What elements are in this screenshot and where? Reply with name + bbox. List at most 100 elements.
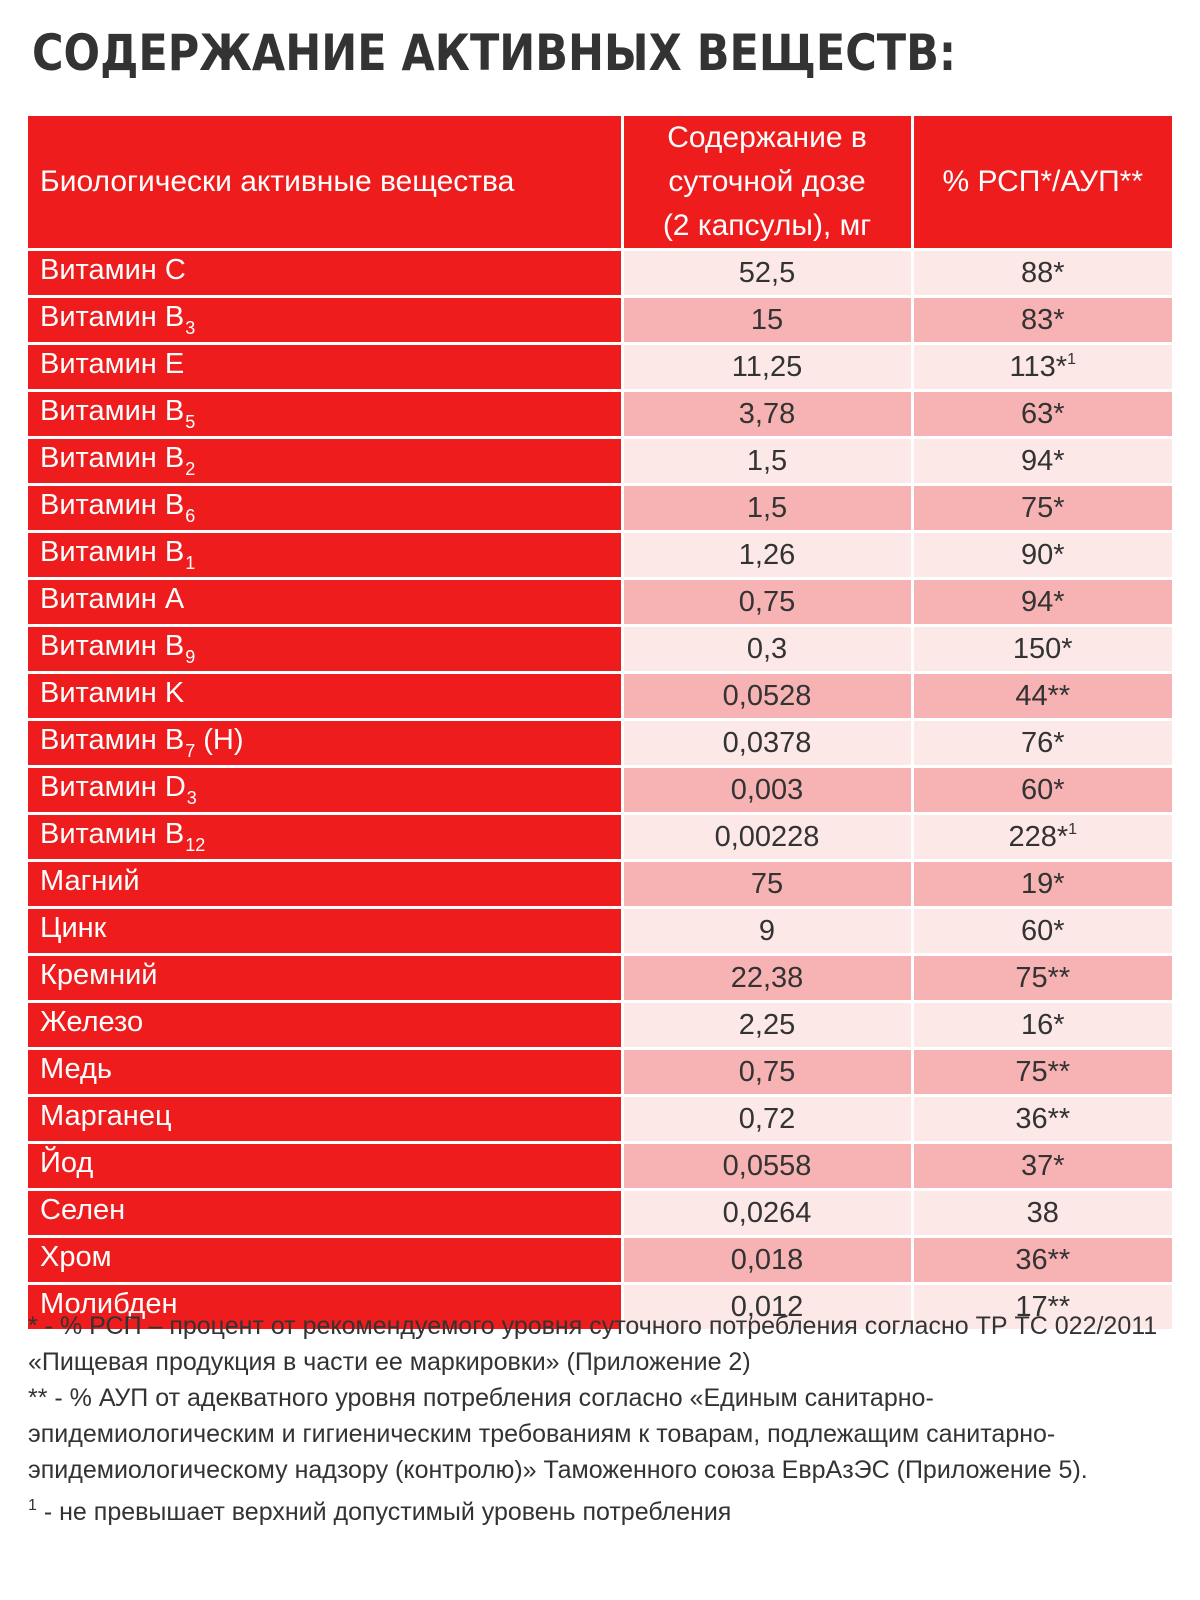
substance-name-cell: Витамин B6 <box>28 484 624 533</box>
daily-dose-value: 0,3 <box>622 625 914 674</box>
substance-name: Молибден <box>40 1288 178 1320</box>
daily-dose-value: 75 <box>622 860 914 909</box>
header-daily-dose-line1: Содержание в <box>667 121 867 154</box>
substance-name: Витамин B <box>40 395 185 427</box>
percent-value: 60* <box>1020 773 1065 806</box>
substance-name: Витамин A <box>40 583 185 615</box>
substance-suffix: (H) <box>195 724 244 756</box>
table-row: Витамин E 11,25 113*1 <box>28 343 1172 392</box>
substance-name: Витамин E <box>40 348 185 380</box>
percent-cell: 19* <box>912 860 1172 909</box>
percent-cell: 90* <box>912 531 1172 580</box>
substance-subscript: 9 <box>185 647 196 667</box>
table-row: Марганец 0,72 36** <box>28 1095 1172 1144</box>
percent-superscript: 1 <box>1068 820 1078 838</box>
percent-cell: 75** <box>912 954 1172 1003</box>
percent-value: 94* <box>1020 585 1065 618</box>
daily-dose-value: 0,003 <box>622 766 914 815</box>
percent-cell: 113*1 <box>912 343 1172 392</box>
percent-value: 228* <box>1008 820 1069 853</box>
table-row: Витамин B1 1,26 90* <box>28 531 1172 580</box>
substance-name: Витамин B <box>40 630 185 662</box>
percent-value: 75** <box>1015 961 1071 994</box>
daily-dose-value: 0,75 <box>622 578 914 627</box>
percent-value: 19* <box>1020 867 1065 900</box>
substance-name: Витамин B <box>40 724 185 756</box>
percent-cell: 38 <box>912 1189 1172 1238</box>
table-row: Магний 75 19* <box>28 860 1172 909</box>
percent-value: 63* <box>1020 397 1065 430</box>
header-daily-dose-line2: суточной дозе <box>668 165 866 198</box>
percent-cell: 75** <box>912 1048 1172 1097</box>
percent-superscript: 1 <box>1067 350 1076 368</box>
footnote-upper-limit: 1 - не превышает верхний допустимый уров… <box>28 1488 1178 1530</box>
table-row: Витамин C 52,5 88* <box>28 249 1172 298</box>
daily-dose-value: 0,0378 <box>622 719 914 768</box>
header-substance: Биологически активные вещества <box>28 116 624 251</box>
substance-name-cell: Марганец <box>28 1095 624 1144</box>
percent-value: 17** <box>1015 1290 1071 1323</box>
percent-value: 60* <box>1020 914 1065 947</box>
substance-name-cell: Витамин B12 <box>28 813 624 862</box>
percent-cell: 16* <box>912 1001 1172 1050</box>
header-daily-dose: Содержание в суточной дозе (2 капсулы), … <box>622 116 914 251</box>
substance-name-cell: Железо <box>28 1001 624 1050</box>
table-row: Витамин B6 1,5 75* <box>28 484 1172 533</box>
substance-name-cell: Цинк <box>28 907 624 956</box>
substance-subscript: 3 <box>186 788 197 808</box>
substance-subscript: 7 <box>185 741 196 761</box>
table-row: Кремний 22,38 75** <box>28 954 1172 1003</box>
daily-dose-value: 1,5 <box>622 437 914 486</box>
substance-name: Йод <box>40 1147 94 1179</box>
table-row: Медь 0,75 75** <box>28 1048 1172 1097</box>
table-body: Витамин C 52,5 88* Витамин B3 15 83* Витамин E… <box>28 249 1172 1332</box>
table-row: Витамин A 0,75 94* <box>28 578 1172 627</box>
substance-name-cell: Витамин B9 <box>28 625 624 674</box>
substance-subscript: 2 <box>185 459 196 479</box>
footnote-aup-line3: эпидемиологическому надзору (контролю)» … <box>28 1456 1088 1484</box>
substance-name: Витамин K <box>40 677 185 709</box>
substance-name: Витамин B <box>40 442 185 474</box>
footnote-rsp-line1: * - % РСП – процент от рекомендуемого ур… <box>28 1312 1158 1340</box>
substance-name: Хром <box>40 1241 112 1273</box>
daily-dose-value: 0,018 <box>622 1236 914 1285</box>
substance-name-cell: Хром <box>28 1236 624 1285</box>
table-row: Витамин B7 (H) 0,0378 76* <box>28 719 1172 768</box>
substance-name-cell: Магний <box>28 860 624 909</box>
substance-name: Медь <box>40 1053 113 1085</box>
percent-cell: 76* <box>912 719 1172 768</box>
substance-name-cell: Витамин A <box>28 578 624 627</box>
daily-dose-value: 0,012 <box>622 1283 914 1332</box>
substance-name: Витамин B <box>40 818 185 850</box>
table-row: Хром 0,018 36** <box>28 1236 1172 1285</box>
substance-name-cell: Витамин E <box>28 343 624 392</box>
substance-name-cell: Молибден <box>28 1283 624 1332</box>
table-row: Молибден 0,012 17** <box>28 1283 1172 1332</box>
percent-value: 113* <box>1009 350 1068 383</box>
daily-dose-value: 0,0558 <box>622 1142 914 1191</box>
percent-cell: 17** <box>912 1283 1172 1332</box>
daily-dose-value: 0,0528 <box>622 672 914 721</box>
percent-cell: 44** <box>912 672 1172 721</box>
footnote-upper-limit-mark: 1 <box>28 1497 37 1514</box>
percent-value: 88* <box>1020 256 1065 289</box>
substance-name: Витамин B <box>40 301 185 333</box>
substance-subscript: 1 <box>185 553 196 573</box>
percent-cell: 36** <box>912 1236 1172 1285</box>
daily-dose-value: 15 <box>622 296 914 345</box>
table-row: Витамин B9 0,3 150* <box>28 625 1172 674</box>
percent-value: 36** <box>1015 1102 1071 1135</box>
substance-name: Витамин D <box>40 771 186 803</box>
substance-name: Витамин B <box>40 489 185 521</box>
footnote-upper-limit-text: - не превышает верхний допустимый уровен… <box>36 1498 732 1526</box>
substance-name: Витамин C <box>40 254 186 286</box>
daily-dose-value: 52,5 <box>622 249 914 298</box>
daily-dose-value: 0,0264 <box>622 1189 914 1238</box>
substance-name-cell: Витамин B3 <box>28 296 624 345</box>
table-row: Селен 0,0264 38 <box>28 1189 1172 1238</box>
substance-name: Селен <box>40 1194 126 1226</box>
percent-cell: 88* <box>912 249 1172 298</box>
substance-subscript: 3 <box>185 318 196 338</box>
table-row: Железо 2,25 16* <box>28 1001 1172 1050</box>
percent-cell: 60* <box>912 766 1172 815</box>
